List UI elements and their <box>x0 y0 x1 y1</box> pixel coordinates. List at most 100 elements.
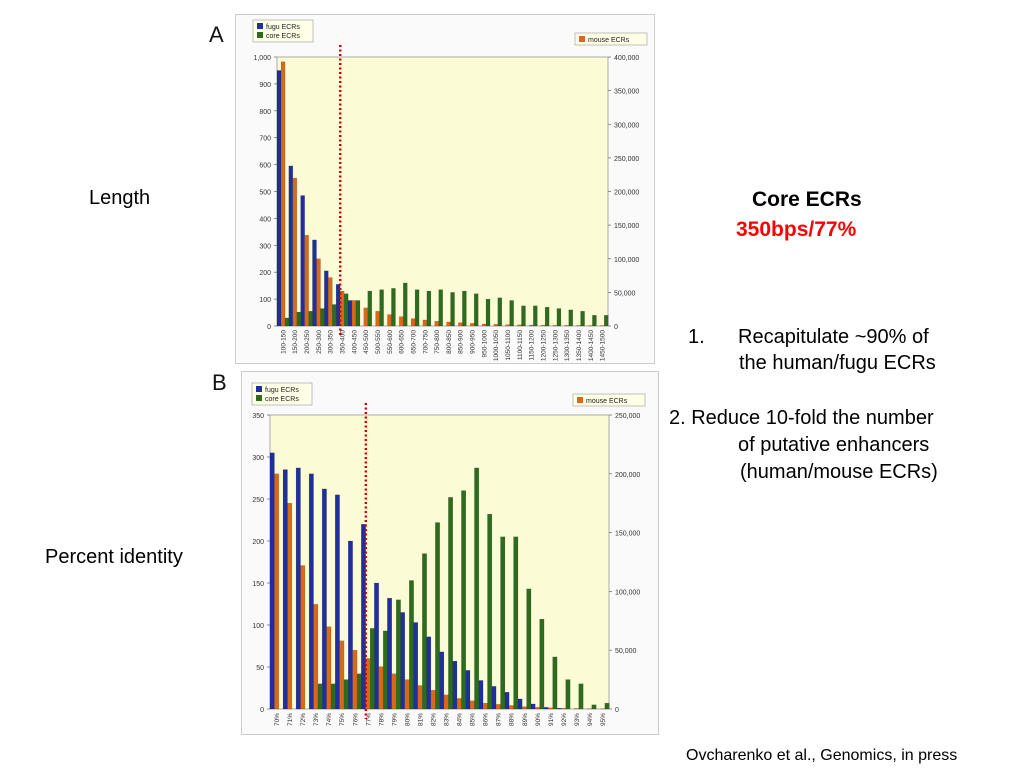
left-tick-label: 200 <box>252 539 264 546</box>
bar-core-13 <box>435 523 439 709</box>
bar-mouse-17 <box>470 323 474 326</box>
bar-core-23 <box>566 680 570 709</box>
bar-fugu-23 <box>557 708 561 709</box>
bar-mouse-24 <box>574 708 578 709</box>
bar-mouse-15 <box>457 698 461 709</box>
bar-core-1 <box>285 318 289 326</box>
bar-core-13 <box>427 291 431 326</box>
bar-fugu-18 <box>492 686 496 709</box>
bar-mouse-22 <box>548 708 552 709</box>
bar-fugu-6 <box>335 495 339 709</box>
bar-mouse-5 <box>327 627 331 709</box>
right-tick-label: 150,000 <box>614 223 639 230</box>
category-label: 1350-1400 <box>576 330 583 361</box>
legend-label-core: core ECRs <box>265 396 299 403</box>
category-label: 550-600 <box>387 330 394 354</box>
bar-mouse-1 <box>274 474 278 709</box>
bar-fugu-5 <box>324 271 328 326</box>
bar-core-28 <box>604 315 608 326</box>
bar-mouse-20 <box>522 707 526 709</box>
category-label: 89% <box>522 713 529 726</box>
left-tick-label: 1,000 <box>253 55 271 62</box>
bar-fugu-22 <box>544 707 548 709</box>
legend-label-fugu: fugu ECRs <box>265 387 299 394</box>
bar-mouse-20 <box>506 325 510 326</box>
category-label: 700-750 <box>422 330 429 354</box>
core-ecrs-value: 350bps/77% <box>736 217 856 243</box>
bar-mouse-4 <box>314 604 318 709</box>
bar-fugu-19 <box>505 692 509 709</box>
category-label: 94% <box>587 713 594 726</box>
category-label: 84% <box>457 713 464 726</box>
bar-fugu-10 <box>387 598 391 709</box>
legend-label-mouse: mouse ECRs <box>586 398 628 405</box>
left-tick-label: 800 <box>259 109 271 116</box>
bar-core-10 <box>396 600 400 709</box>
category-label: 950-1000 <box>481 330 488 358</box>
category-label: 1400-1450 <box>588 330 595 361</box>
bar-mouse-26 <box>577 325 581 326</box>
category-label: 80% <box>404 713 411 726</box>
bar-fugu-20 <box>518 699 522 709</box>
point-2-line-2: of putative enhancers <box>738 432 929 458</box>
bar-core-2 <box>297 312 301 326</box>
bar-core-22 <box>553 657 557 709</box>
category-label: 82% <box>430 713 437 726</box>
bar-mouse-6 <box>340 641 344 709</box>
bar-fugu-14 <box>440 652 444 709</box>
bar-core-6 <box>344 294 348 326</box>
bar-mouse-13 <box>431 690 435 709</box>
point-1-number: 1. <box>688 324 705 350</box>
chart-b: 050100150200250300350050,000100,000150,0… <box>241 371 659 735</box>
bar-mouse-11 <box>399 317 403 326</box>
category-label: 200-250 <box>304 330 311 354</box>
length-label: Length <box>89 187 150 210</box>
bar-mouse-22 <box>529 325 533 326</box>
category-label: 1050-1100 <box>505 330 512 361</box>
bar-mouse-19 <box>494 324 498 326</box>
bar-core-16 <box>462 291 466 326</box>
category-label: 450-500 <box>363 330 370 354</box>
category-label: 900-950 <box>470 330 477 354</box>
bar-mouse-14 <box>444 695 448 709</box>
bar-mouse-24 <box>553 325 557 326</box>
bar-fugu-1 <box>277 70 281 326</box>
category-label: 650-700 <box>410 330 417 354</box>
bar-fugu-12 <box>413 622 417 709</box>
legend-swatch-core <box>257 32 263 38</box>
left-tick-label: 700 <box>259 136 271 143</box>
bar-mouse-10 <box>387 315 391 326</box>
left-tick-label: 300 <box>259 243 271 250</box>
right-tick-label: 50,000 <box>614 290 636 297</box>
left-tick-label: 0 <box>267 324 271 331</box>
bar-fugu-4 <box>312 240 316 326</box>
bar-core-22 <box>533 306 537 326</box>
right-tick-label: 300,000 <box>614 122 639 129</box>
bar-core-18 <box>501 537 505 709</box>
right-tick-label: 250,000 <box>615 413 640 420</box>
bar-mouse-21 <box>535 707 539 709</box>
bar-core-18 <box>486 299 490 326</box>
category-label: 150-200 <box>292 330 299 354</box>
bar-fugu-5 <box>322 489 326 709</box>
left-tick-label: 400 <box>259 216 271 223</box>
category-label: 74% <box>326 713 333 726</box>
right-tick-label: 100,000 <box>614 257 639 264</box>
left-tick-label: 0 <box>260 707 264 714</box>
point-1-line-2: the human/fugu ECRs <box>739 350 936 376</box>
legend-swatch-core <box>256 395 262 401</box>
bar-mouse-19 <box>509 705 513 709</box>
legend-swatch-fugu <box>257 23 263 29</box>
right-tick-label: 100,000 <box>615 589 640 596</box>
bar-fugu-16 <box>466 670 470 709</box>
category-label: 78% <box>378 713 385 726</box>
bar-core-15 <box>451 292 455 326</box>
category-label: 1100-1150 <box>517 330 524 361</box>
bar-core-12 <box>415 290 419 326</box>
bar-mouse-5 <box>328 278 332 326</box>
bar-core-21 <box>521 306 525 326</box>
category-label: 85% <box>470 713 477 726</box>
right-tick-label: 50,000 <box>615 648 637 655</box>
bar-core-7 <box>356 300 360 326</box>
